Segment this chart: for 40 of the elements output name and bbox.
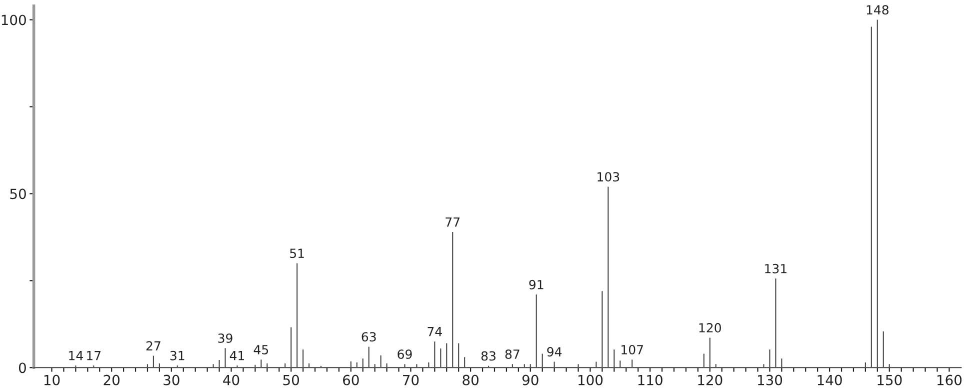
annotation: 74 [428, 327, 442, 336]
annotation: 39 [218, 333, 232, 343]
annotation: 45 [254, 345, 268, 354]
annotation: 51 [290, 248, 304, 258]
x-tick-label: 130 [758, 374, 782, 386]
x-tick-label: 30 [164, 374, 180, 386]
y-tick-label: 0 [18, 362, 26, 374]
x-tick-label: 110 [638, 374, 662, 386]
x-tick-label: 140 [818, 374, 842, 386]
annotation: 27 [146, 341, 160, 350]
annotation: 107 [622, 344, 643, 354]
y-tick-label: 50 [10, 188, 26, 200]
x-tick-label: 20 [104, 374, 120, 386]
annotation: 63 [362, 332, 376, 342]
annotation: 91 [529, 280, 544, 290]
x-tick-label: 60 [343, 374, 359, 386]
annotation: 31 [170, 350, 184, 360]
annotation: 87 [505, 349, 520, 359]
x-tick-label: 160 [937, 374, 962, 386]
annotation: 83 [481, 351, 496, 361]
annotation: 131 [765, 264, 786, 274]
y-tick-label: 100 [2, 14, 26, 26]
annotation: 94 [547, 347, 562, 356]
x-tick-label: 120 [698, 374, 722, 386]
x-tick-label: 40 [223, 374, 240, 386]
x-tick-label: 80 [462, 374, 478, 386]
annotation: 77 [446, 217, 460, 227]
annotation: 41 [230, 351, 244, 360]
annotation: 120 [699, 323, 721, 332]
x-tick-label: 90 [522, 374, 538, 386]
x-tick-label: 70 [403, 374, 419, 386]
x-tick-label: 50 [283, 374, 299, 386]
annotation: 148 [866, 5, 888, 15]
annotation: 69 [398, 349, 412, 359]
x-tick-label: 100 [578, 374, 603, 386]
annotation: 17 [87, 351, 101, 360]
annotation: 14 [69, 351, 83, 360]
x-tick-label: 10 [44, 374, 60, 386]
annotation: 103 [598, 172, 620, 182]
x-tick-label: 150 [878, 374, 902, 386]
